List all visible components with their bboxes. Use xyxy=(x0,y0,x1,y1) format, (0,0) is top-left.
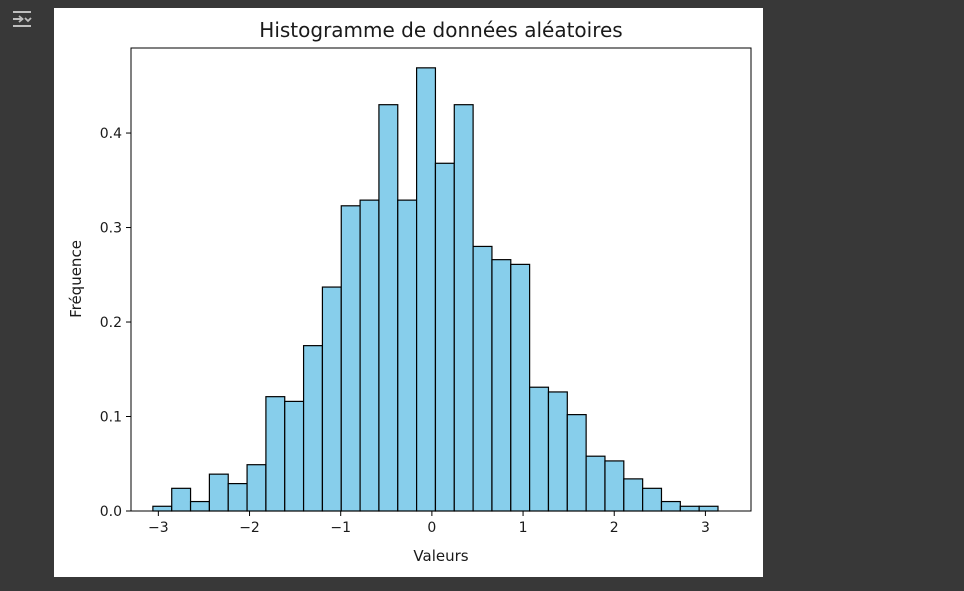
histogram-chart: Histogramme de données aléatoires −3 −2 −1… xyxy=(67,18,752,565)
histogram-bar xyxy=(189,500,210,512)
bars-group xyxy=(152,67,719,512)
histogram-bar xyxy=(340,205,361,512)
y-tick-label: 0.2 xyxy=(100,315,122,331)
histogram-bar xyxy=(265,396,286,512)
chart-title: Histogramme de données aléatoires xyxy=(259,18,622,42)
chart-figure: Histogramme de données aléatoires −3 −2 −1… xyxy=(54,8,763,577)
histogram-bar xyxy=(642,487,663,512)
collapse-output-button[interactable] xyxy=(8,6,36,32)
x-tick-label: 3 xyxy=(701,520,710,536)
x-tick-label: −1 xyxy=(330,520,351,536)
histogram-bar xyxy=(378,104,399,512)
histogram-bar xyxy=(453,104,474,512)
histogram-bar xyxy=(227,482,248,512)
y-tick-label: 0.4 xyxy=(100,126,122,142)
histogram-bar xyxy=(434,162,455,512)
histogram-bar xyxy=(472,245,493,512)
histogram-bar xyxy=(416,67,437,512)
histogram-bar xyxy=(284,400,305,512)
x-axis-label: Valeurs xyxy=(413,547,468,565)
histogram-bar xyxy=(171,487,192,512)
histogram-bar xyxy=(491,259,512,512)
x-tick-label: −2 xyxy=(239,520,260,536)
histogram-bar xyxy=(321,286,342,512)
histogram-bar xyxy=(679,505,700,512)
histogram-bar xyxy=(566,414,587,512)
histogram-bar xyxy=(623,478,644,512)
histogram-bar xyxy=(604,460,625,512)
x-tick-label: 2 xyxy=(610,520,619,536)
histogram-bar xyxy=(585,455,606,512)
y-tick-label: 0.0 xyxy=(100,504,122,520)
histogram-bar xyxy=(152,505,173,512)
x-tick-label: −3 xyxy=(148,520,169,536)
histogram-bar xyxy=(397,199,418,512)
histogram-bar xyxy=(698,505,719,512)
histogram-bar xyxy=(208,473,229,512)
histogram-bar xyxy=(547,391,568,512)
x-tick-label: 1 xyxy=(519,520,528,536)
y-tick-label: 0.1 xyxy=(100,410,122,426)
plot-frame xyxy=(130,47,752,512)
y-axis-ticks: 0.0 0.1 0.2 0.3 0.4 xyxy=(100,126,131,520)
x-tick-label: 0 xyxy=(427,520,436,536)
x-axis-ticks: −3 −2 −1 0 1 2 3 xyxy=(148,511,710,536)
histogram-bar xyxy=(529,386,550,512)
histogram-bar xyxy=(660,500,681,512)
histogram-bar xyxy=(302,345,324,512)
y-axis-label: Fréquence xyxy=(67,240,85,318)
y-tick-label: 0.3 xyxy=(100,221,122,237)
histogram-bar xyxy=(359,199,380,512)
histogram-bar xyxy=(246,464,267,512)
histogram-bar xyxy=(510,263,531,512)
collapse-output-icon xyxy=(13,11,32,27)
